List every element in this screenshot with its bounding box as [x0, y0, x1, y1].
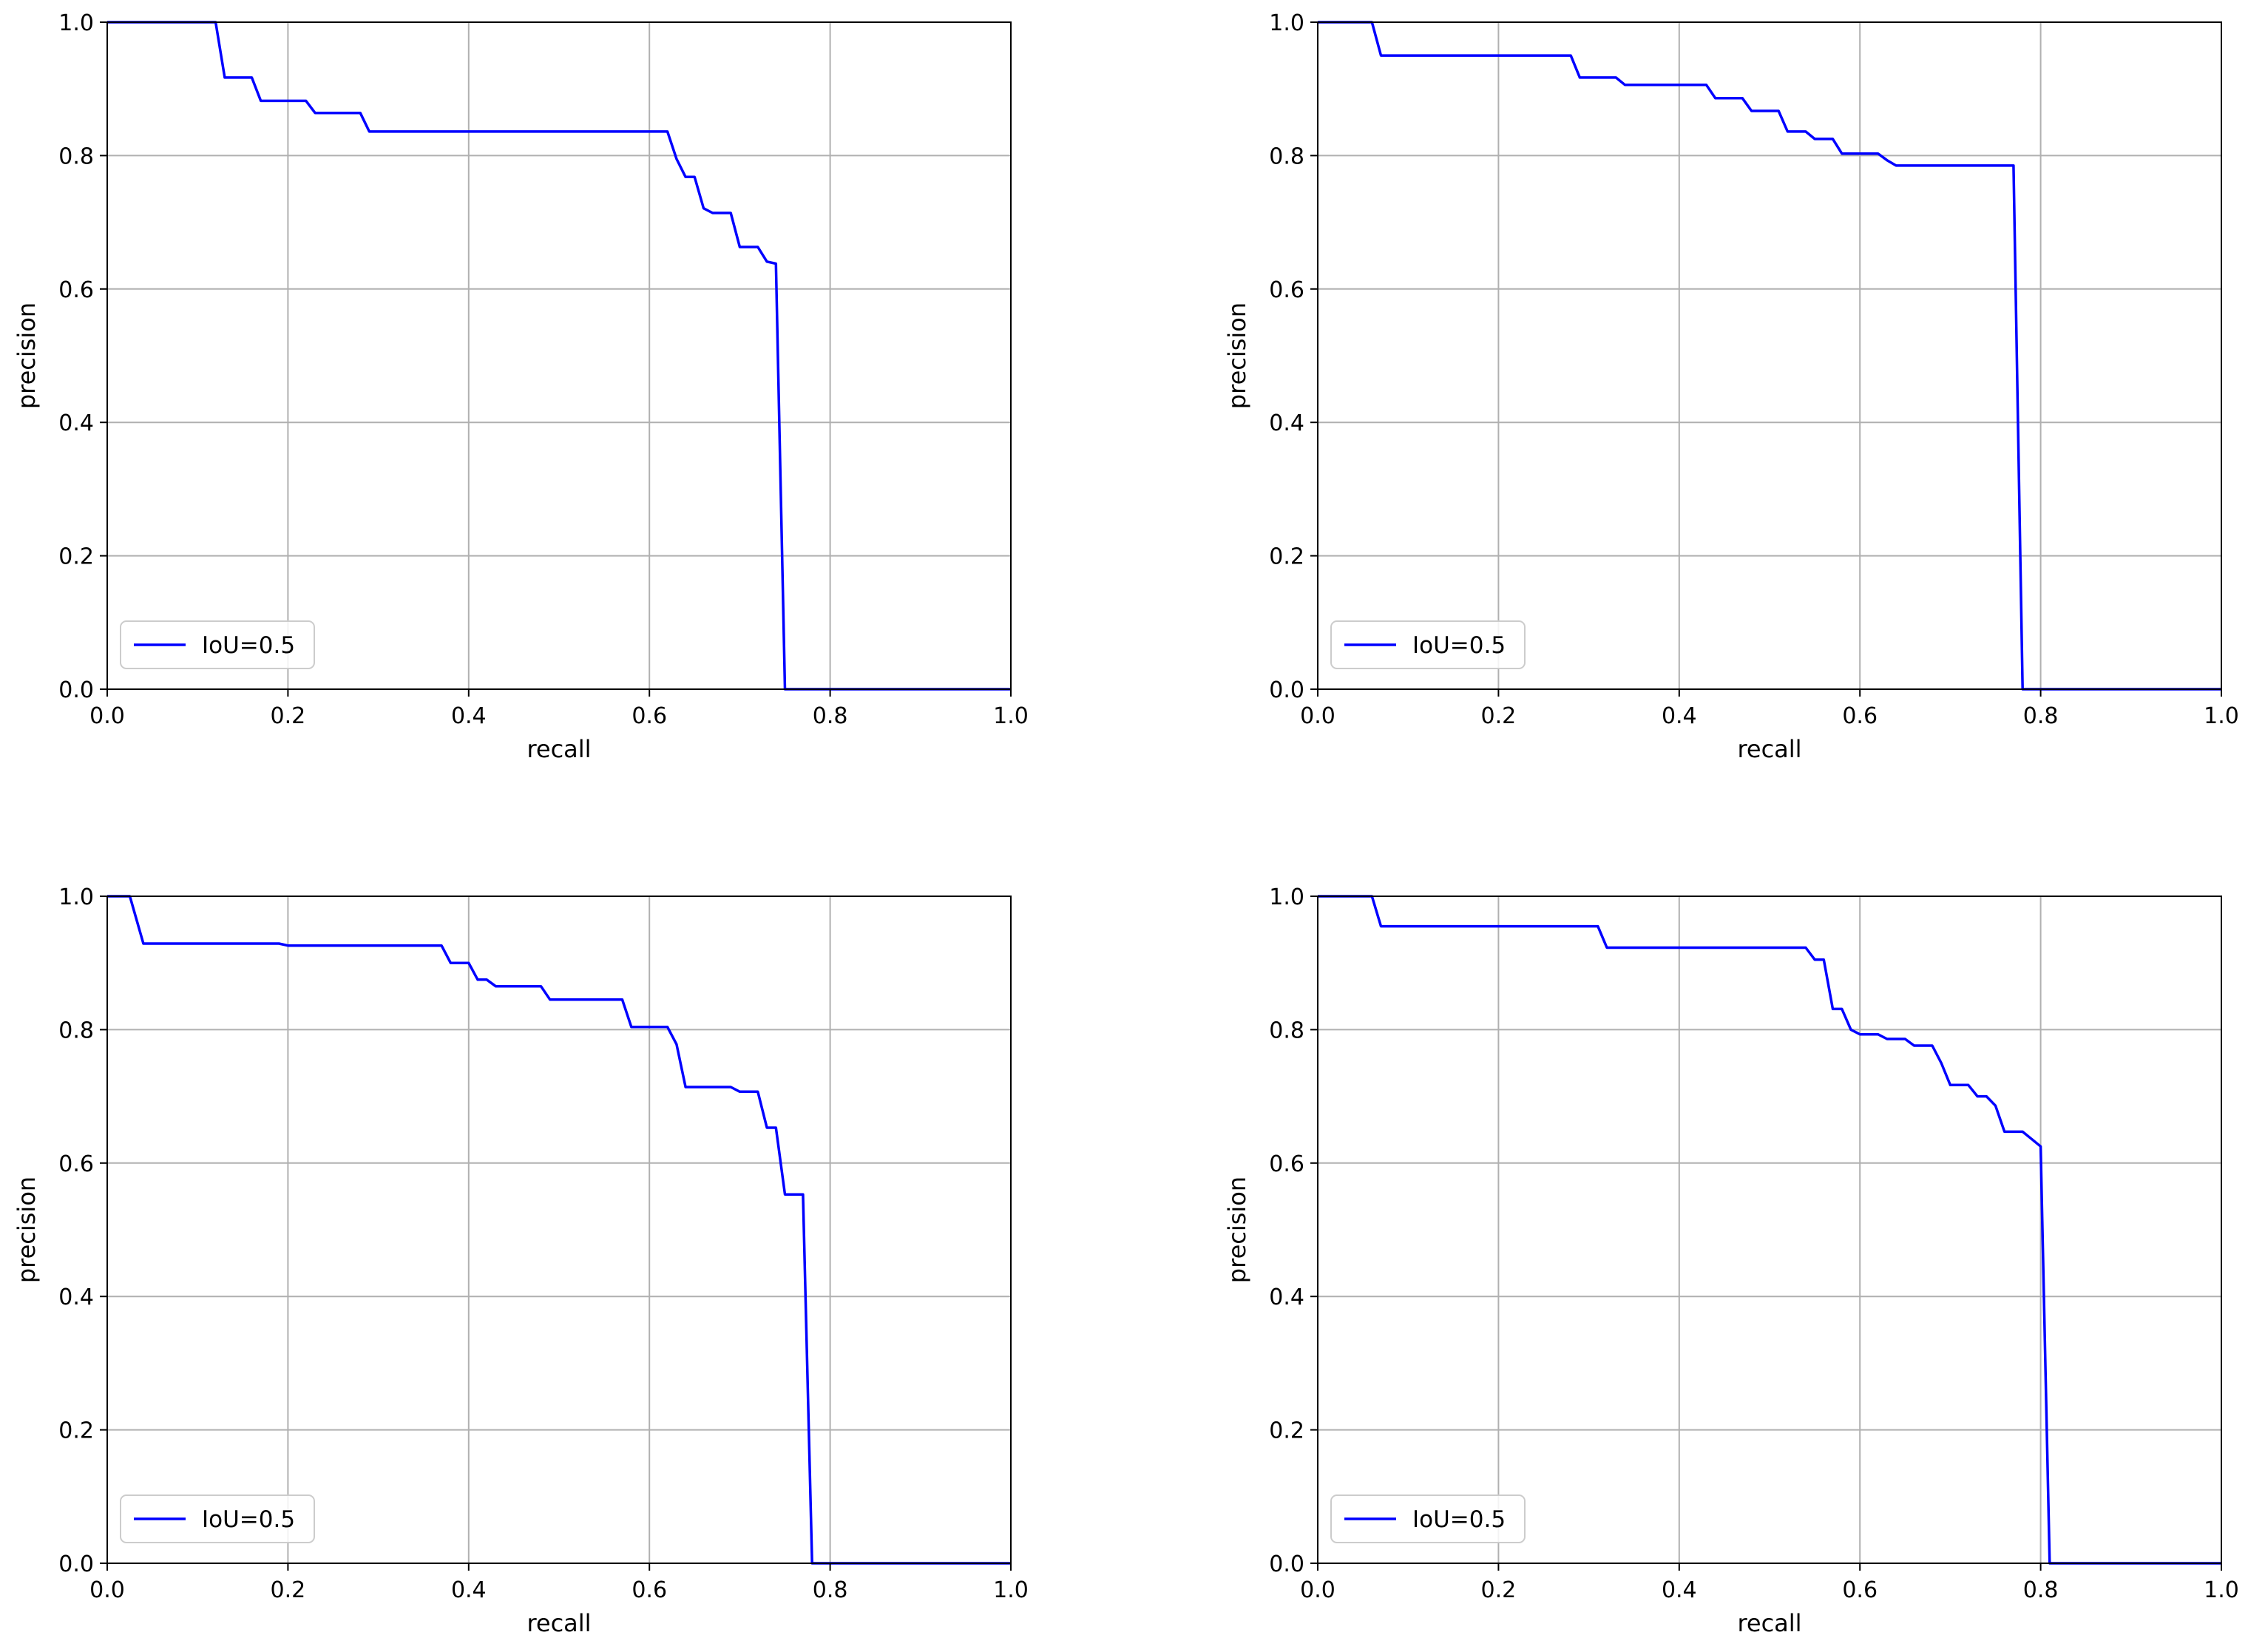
legend-label: IoU=0.5	[202, 1506, 295, 1533]
chart-panel-1: 0.0 0.2 0.4 0.6 0.8 1.0 0.0 0.2 0.4 0.6 0.8 1.0 reca…	[13, 10, 1029, 763]
x-axis-label: recall	[527, 735, 591, 763]
y-tick-label: 0.4	[1269, 1284, 1304, 1310]
y-axis-label: precision	[1223, 1177, 1251, 1283]
y-tick-label: 1.0	[58, 10, 94, 36]
x-tick-label: 0.6	[632, 1577, 667, 1603]
legend-label: IoU=0.5	[1412, 1506, 1506, 1533]
plot-area	[1318, 22, 2221, 689]
y-tick-label: 0.0	[58, 1551, 94, 1577]
legend: IoU=0.5	[1330, 1494, 1526, 1543]
y-axis-label: precision	[13, 1177, 41, 1283]
x-tick-label: 0.0	[1300, 703, 1335, 729]
series-line-iou-0.5	[1318, 895, 2221, 1565]
plot-area	[107, 22, 1011, 689]
y-tick-label: 0.6	[1269, 277, 1304, 303]
x-tick-label: 1.0	[2204, 1577, 2239, 1603]
x-tick-label: 0.8	[813, 703, 848, 729]
x-tick-label: 0.8	[2023, 1577, 2059, 1603]
axes-frame	[106, 896, 1012, 1564]
x-tick-label: 1.0	[2204, 703, 2239, 729]
chart-panel-2: 0.0 0.2 0.4 0.6 0.8 1.0 0.0 0.2 0.4 0.6 0.8 1.0 reca…	[1223, 10, 2239, 763]
chart-panel-4: 0.0 0.2 0.4 0.6 0.8 1.0 0.0 0.2 0.4 0.6 0.8 1.0 reca…	[1223, 884, 2239, 1637]
y-axis-label: precision	[1223, 302, 1251, 409]
y-tick-label: 0.0	[58, 677, 94, 703]
y-tick-label: 0.8	[1269, 1018, 1304, 1043]
x-tick-label: 0.0	[1300, 1577, 1335, 1603]
legend-box	[120, 620, 315, 669]
y-tick-label: 0.0	[1269, 677, 1304, 703]
x-tick-label: 0.2	[271, 703, 306, 729]
y-tick-label: 0.2	[58, 544, 94, 570]
axes-frame	[106, 21, 1012, 690]
legend-label: IoU=0.5	[1412, 632, 1506, 659]
x-tick-label: 0.4	[451, 1577, 487, 1603]
y-tick-label: 1.0	[58, 884, 94, 910]
y-tick-label: 0.8	[1269, 143, 1304, 169]
y-tick-label: 0.4	[1269, 410, 1304, 436]
legend-box	[120, 1494, 315, 1543]
y-tick-label: 0.6	[1269, 1151, 1304, 1177]
x-tick-label: 0.6	[1842, 1577, 1878, 1603]
x-tick-label: 0.2	[271, 1577, 306, 1603]
x-tick-label: 0.4	[1662, 703, 1697, 729]
y-tick-label: 0.2	[1269, 1418, 1304, 1444]
x-tick-label: 0.6	[1842, 703, 1878, 729]
y-tick-label: 1.0	[1269, 884, 1304, 910]
y-tick-label: 0.8	[58, 143, 94, 169]
y-axis-label: precision	[13, 302, 41, 409]
y-tick-label: 0.6	[58, 277, 94, 303]
y-tick-label: 0.2	[1269, 544, 1304, 570]
series-line-iou-0.5	[107, 895, 1011, 1565]
series-line-iou-0.5	[1318, 21, 2221, 691]
y-tick-label: 1.0	[1269, 10, 1304, 36]
y-tick-label: 0.0	[1269, 1551, 1304, 1577]
legend: IoU=0.5	[120, 1494, 315, 1543]
x-tick-label: 0.2	[1481, 703, 1517, 729]
chart-panel-3: 0.0 0.2 0.4 0.6 0.8 1.0 0.0 0.2 0.4 0.6 0.8 1.0 reca…	[13, 884, 1029, 1637]
axes-frame	[1317, 21, 2222, 690]
legend-box	[1330, 620, 1526, 669]
x-tick-label: 1.0	[993, 703, 1029, 729]
legend-box	[1330, 1494, 1526, 1543]
series-line-iou-0.5	[107, 21, 1011, 691]
x-tick-label: 0.2	[1481, 1577, 1517, 1603]
axes-frame	[1317, 896, 2222, 1564]
y-tick-label: 0.4	[58, 1284, 94, 1310]
x-tick-label: 0.8	[813, 1577, 848, 1603]
y-tick-label: 0.8	[58, 1018, 94, 1043]
x-tick-label: 1.0	[993, 1577, 1029, 1603]
legend: IoU=0.5	[1330, 620, 1526, 669]
y-tick-label: 0.2	[58, 1418, 94, 1444]
x-axis-label: recall	[1737, 735, 1801, 763]
y-tick-label: 0.6	[58, 1151, 94, 1177]
x-tick-label: 0.0	[89, 703, 125, 729]
plot-area	[107, 896, 1011, 1563]
x-axis-label: recall	[527, 1609, 591, 1637]
y-tick-label: 0.4	[58, 410, 94, 436]
x-tick-label: 0.4	[1662, 1577, 1697, 1603]
x-tick-label: 0.0	[89, 1577, 125, 1603]
x-tick-label: 0.4	[451, 703, 487, 729]
x-axis-label: recall	[1737, 1609, 1801, 1637]
x-tick-label: 0.6	[632, 703, 667, 729]
plot-area	[1318, 896, 2221, 1563]
x-tick-label: 0.8	[2023, 703, 2059, 729]
legend-label: IoU=0.5	[202, 632, 295, 659]
legend: IoU=0.5	[120, 620, 315, 669]
